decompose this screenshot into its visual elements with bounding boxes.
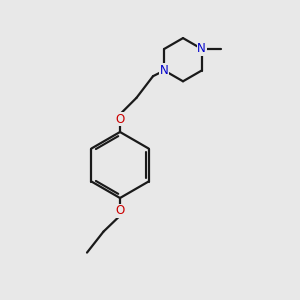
Text: O: O	[116, 113, 124, 126]
Text: N: N	[160, 64, 169, 77]
Text: O: O	[116, 204, 124, 217]
Text: N: N	[197, 42, 206, 56]
